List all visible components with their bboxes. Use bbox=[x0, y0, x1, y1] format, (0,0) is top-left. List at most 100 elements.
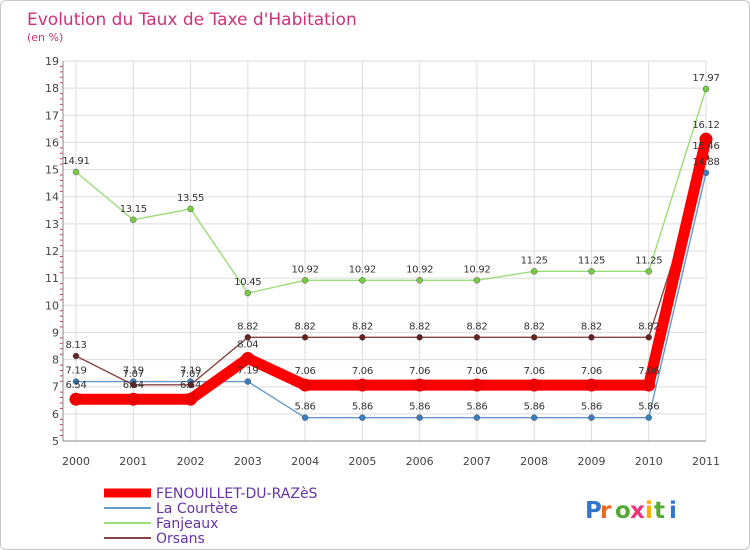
data-label: 7.06 bbox=[295, 366, 316, 377]
data-label: 7.06 bbox=[638, 366, 659, 377]
data-point bbox=[187, 381, 194, 389]
series-line bbox=[76, 137, 712, 405]
data-point bbox=[699, 132, 713, 146]
y-tick-label: 18 bbox=[45, 82, 59, 95]
data-point bbox=[301, 414, 309, 421]
data-point bbox=[527, 378, 541, 392]
legend-label: Orsans bbox=[156, 531, 205, 547]
data-point bbox=[642, 378, 656, 392]
data-point bbox=[702, 85, 710, 93]
x-tick-label: 2008 bbox=[520, 455, 548, 468]
x-tick-label: 2010 bbox=[635, 455, 663, 468]
y-tick-label: 19 bbox=[45, 55, 59, 68]
data-point bbox=[241, 351, 255, 365]
x-tick-label: 2006 bbox=[406, 455, 434, 468]
series-line bbox=[75, 88, 707, 294]
data-label: 5.86 bbox=[295, 402, 316, 413]
data-point bbox=[130, 216, 137, 224]
y-tick-label: 5 bbox=[52, 435, 59, 448]
data-label: 7.06 bbox=[581, 366, 602, 377]
data-point bbox=[72, 168, 80, 176]
y-tick-label: 15 bbox=[45, 164, 59, 177]
data-label: 7.06 bbox=[409, 366, 430, 377]
data-point bbox=[645, 268, 652, 275]
data-label: 6.54 bbox=[180, 380, 201, 391]
data-label: 8.82 bbox=[295, 321, 316, 332]
data-point bbox=[584, 378, 598, 392]
data-point bbox=[416, 414, 423, 421]
data-label: 13.55 bbox=[177, 193, 204, 204]
data-point bbox=[473, 334, 481, 341]
data-label: 7.07 bbox=[123, 369, 144, 380]
data-labels: 7.19 7.19 7.19 7.19 5.86 5.86 5.86 5.86 5.86 5.86… bbox=[62, 73, 719, 413]
chart-subtitle: (en %) bbox=[27, 31, 63, 44]
data-point bbox=[645, 334, 652, 341]
data-point bbox=[298, 378, 312, 392]
data-point bbox=[359, 334, 366, 341]
data-point bbox=[244, 289, 252, 297]
data-label: 10.92 bbox=[292, 264, 319, 275]
y-tick-label: 8 bbox=[52, 354, 59, 367]
y-tick-label: 6 bbox=[52, 408, 59, 421]
data-point bbox=[530, 268, 538, 275]
logo-letter: t bbox=[654, 498, 665, 524]
data-point bbox=[413, 378, 427, 392]
axes: 5 6 7 8 9 10 11 12 13 14 15 16 17 18 19 2000 2001 2002 200… bbox=[45, 55, 720, 468]
data-label: 17.97 bbox=[692, 73, 719, 84]
data-label: 16.12 bbox=[692, 120, 719, 131]
y-tick-label: 14 bbox=[45, 191, 59, 204]
data-point bbox=[301, 334, 309, 341]
series-line bbox=[76, 172, 707, 419]
data-label: 7.19 bbox=[123, 366, 144, 377]
logo-letter: x bbox=[630, 498, 645, 524]
data-point bbox=[126, 392, 140, 406]
data-label: 14.91 bbox=[62, 156, 89, 167]
data-label: 7.19 bbox=[180, 366, 201, 377]
legend-label: Fanjeaux bbox=[156, 516, 218, 532]
y-tick-label: 16 bbox=[45, 136, 59, 149]
data-point bbox=[588, 414, 595, 421]
data-label: 5.86 bbox=[638, 402, 659, 413]
data-label: 11.25 bbox=[635, 255, 662, 266]
data-label: 10.45 bbox=[234, 277, 261, 288]
data-label: 15.46 bbox=[692, 141, 719, 152]
y-tick-label: 10 bbox=[45, 299, 59, 312]
data-point bbox=[470, 378, 484, 392]
data-point bbox=[473, 414, 481, 421]
data-point bbox=[473, 277, 481, 284]
data-label: 8.04 bbox=[237, 339, 258, 350]
data-point bbox=[69, 392, 83, 406]
data-label: 6.54 bbox=[65, 380, 86, 391]
data-point bbox=[184, 392, 198, 406]
data-label: 10.92 bbox=[406, 264, 433, 275]
data-point bbox=[355, 378, 369, 392]
x-tick-label: 2003 bbox=[234, 455, 262, 468]
data-label: 6.54 bbox=[123, 380, 144, 391]
y-tick-label: 11 bbox=[45, 272, 59, 285]
data-point bbox=[359, 277, 366, 284]
data-point bbox=[130, 381, 137, 389]
data-point bbox=[72, 352, 80, 360]
grid bbox=[63, 60, 707, 442]
data-point bbox=[244, 334, 252, 341]
data-label: 10.92 bbox=[349, 264, 376, 275]
data-point bbox=[530, 334, 538, 341]
data-label: 5.86 bbox=[524, 402, 545, 413]
data-point bbox=[72, 378, 80, 385]
data-label: 8.82 bbox=[581, 321, 602, 332]
data-label: 8.82 bbox=[524, 321, 545, 332]
data-label: 7.07 bbox=[180, 369, 201, 380]
x-tick-label: 2004 bbox=[291, 455, 319, 468]
y-tick-label: 9 bbox=[52, 326, 59, 339]
data-label: 10.92 bbox=[463, 264, 490, 275]
data-point bbox=[530, 414, 538, 421]
legend-label: FENOUILLET-DU-RAZèS bbox=[156, 486, 318, 502]
data-label: 7.06 bbox=[524, 366, 545, 377]
data-point bbox=[187, 205, 194, 213]
data-label: 8.13 bbox=[65, 340, 86, 351]
data-point bbox=[416, 277, 423, 284]
logo-letter: i bbox=[669, 498, 677, 524]
data-point bbox=[359, 414, 366, 421]
data-point bbox=[416, 334, 423, 341]
